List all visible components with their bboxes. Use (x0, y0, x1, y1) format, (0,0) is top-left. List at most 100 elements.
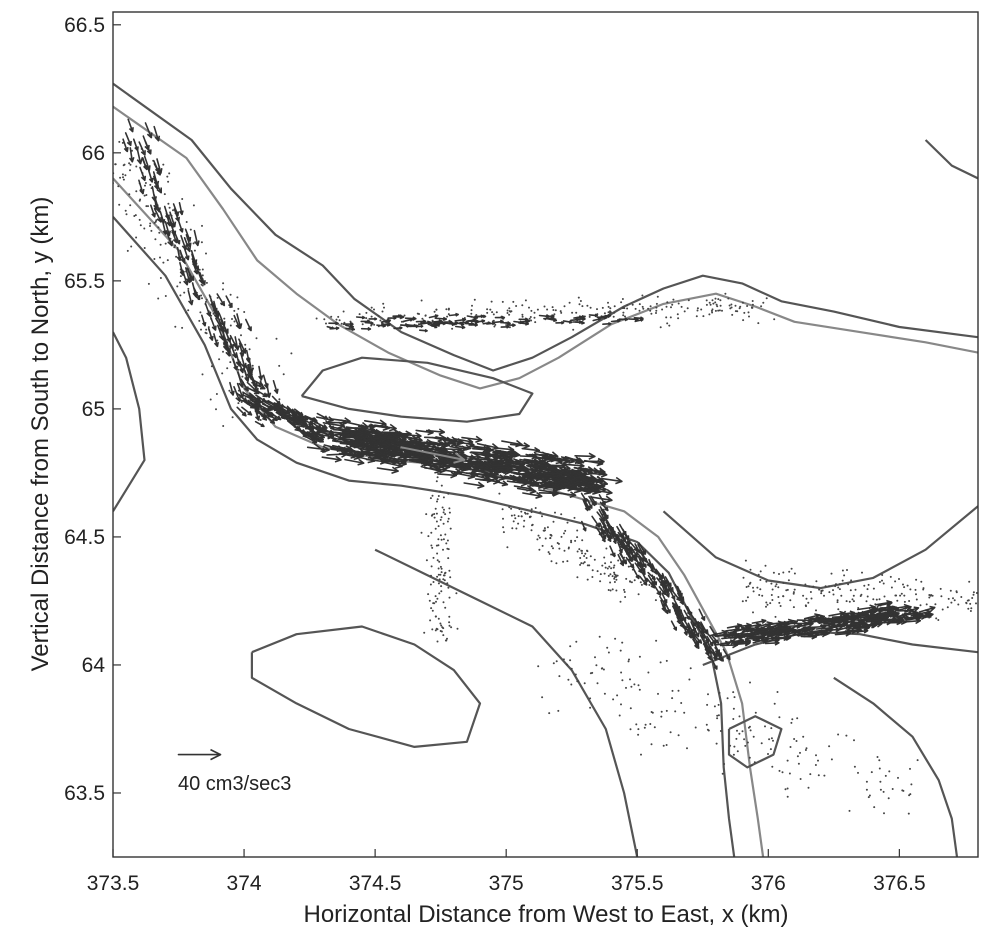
stipple-point (620, 301, 623, 304)
stipple-point (628, 658, 630, 661)
stipple-point (437, 544, 440, 547)
stipple-point (786, 588, 789, 591)
stipple-point (823, 594, 825, 597)
stipple-point (619, 649, 622, 652)
stipple-point (576, 529, 579, 532)
flux-vector (360, 452, 381, 459)
stipple-point (622, 314, 625, 317)
stipple-point (930, 594, 933, 596)
flux-vector (181, 269, 189, 286)
stipple-point (567, 678, 570, 681)
flux-vector (525, 453, 549, 463)
stipple-point (818, 588, 821, 591)
stipple-point (107, 140, 109, 142)
stipple-point (536, 308, 539, 311)
flux-vector (165, 212, 172, 227)
stipple-point (734, 304, 737, 307)
flux-vector (719, 631, 738, 638)
stipple-point (616, 574, 619, 577)
stipple-point (804, 749, 807, 751)
stipple-point (583, 555, 586, 557)
flux-vector (504, 461, 525, 468)
stipple-point (789, 599, 792, 602)
stipple-point (781, 771, 784, 774)
stipple-point (659, 661, 662, 664)
stipple-point (848, 809, 851, 812)
stipple-point (323, 318, 326, 321)
stipple-point (455, 592, 458, 595)
stipple-point (501, 508, 504, 511)
flux-vector (262, 407, 274, 417)
stipple-point (731, 313, 734, 316)
flux-vector (811, 616, 832, 624)
flux-vector (500, 324, 510, 329)
stipple-point (660, 715, 663, 718)
stipple-point (601, 306, 604, 309)
stipple-point (95, 193, 97, 195)
stipple-point (436, 498, 439, 501)
stipple-point (908, 600, 911, 602)
stipple-point (915, 593, 917, 596)
stipple-point (609, 589, 612, 592)
stipple-point (823, 774, 826, 777)
flux-vector (393, 326, 403, 330)
stipple-point (837, 733, 840, 736)
stipple-point (870, 771, 873, 774)
flux-vector (241, 406, 253, 416)
stipple-point (361, 323, 364, 326)
stipple-point (706, 703, 709, 706)
flux-vector (672, 590, 681, 602)
stipple-point (637, 733, 640, 736)
stipple-point (607, 301, 609, 304)
stipple-point (541, 515, 543, 518)
stipple-point (442, 627, 445, 630)
stipple-point (157, 297, 160, 300)
stipple-point (846, 569, 848, 571)
stipple-point (884, 774, 887, 777)
stipple-point (446, 315, 449, 318)
stipple-point (797, 762, 800, 765)
stipple-point (522, 525, 525, 528)
stipple-point (181, 326, 184, 329)
stipple-point (502, 531, 505, 534)
stipple-point (475, 314, 478, 316)
stipple-point (657, 692, 659, 695)
stipple-point (966, 599, 969, 602)
stipple-point (243, 311, 246, 313)
flux-vector (596, 315, 608, 320)
stipple-point (580, 549, 583, 552)
stipple-point (349, 320, 352, 323)
stipple-point (972, 591, 975, 594)
stipple-point (736, 729, 738, 732)
stipple-point (633, 683, 636, 686)
stipple-point (696, 309, 699, 312)
stipple-point (712, 302, 715, 305)
flux-vector (918, 605, 936, 613)
stipple-point (774, 585, 777, 588)
stipple-point (135, 165, 138, 168)
stipple-point (630, 581, 633, 584)
flux-vector (618, 317, 629, 322)
stipple-point (589, 306, 592, 309)
stipple-point (200, 328, 202, 331)
stipple-point (748, 315, 750, 318)
flux-vector (630, 546, 639, 558)
flux-vector (329, 326, 340, 331)
stipple-point (168, 206, 171, 209)
stipple-point (491, 311, 494, 314)
flux-vector (408, 324, 419, 329)
flux-vector (616, 541, 623, 554)
flux-vector (387, 316, 397, 320)
stipple-point (805, 747, 808, 750)
flux-vector (664, 602, 671, 614)
flux-vector (237, 359, 245, 374)
stipple-point (717, 714, 720, 717)
stipple-point (817, 759, 819, 762)
flux-vector (343, 429, 365, 437)
stipple-point (431, 546, 434, 549)
stipple-point (745, 599, 748, 602)
stipple-point (627, 660, 630, 663)
flux-vector (639, 575, 648, 586)
stipple-point (129, 169, 131, 172)
stipple-point (665, 305, 668, 308)
